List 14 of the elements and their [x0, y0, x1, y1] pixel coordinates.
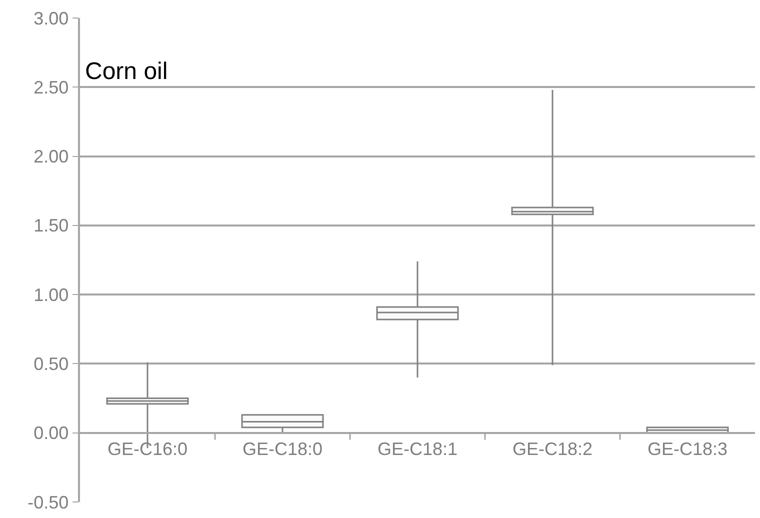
- y-tick-label: 3.00: [34, 8, 69, 28]
- x-tick-label: GE-C18:3: [647, 439, 728, 460]
- x-tick-label: GE-C16:0: [107, 439, 188, 460]
- x-tick-label: GE-C18:2: [512, 439, 593, 460]
- y-tick-label: 2.50: [34, 77, 69, 98]
- y-tick-label: -0.50: [28, 492, 69, 512]
- text: Corn oil: [85, 58, 168, 85]
- x-tick-label: GE-C18:0: [242, 439, 323, 460]
- y-tick-label: 1.50: [34, 216, 69, 236]
- x-tick-label: GE-C18:1: [377, 439, 458, 460]
- y-tick-label: 2.00: [34, 146, 69, 167]
- y-tick-label: 0.50: [34, 354, 69, 374]
- y-tick-label: 0.00: [34, 423, 69, 444]
- y-tick-label: 1.00: [34, 284, 69, 305]
